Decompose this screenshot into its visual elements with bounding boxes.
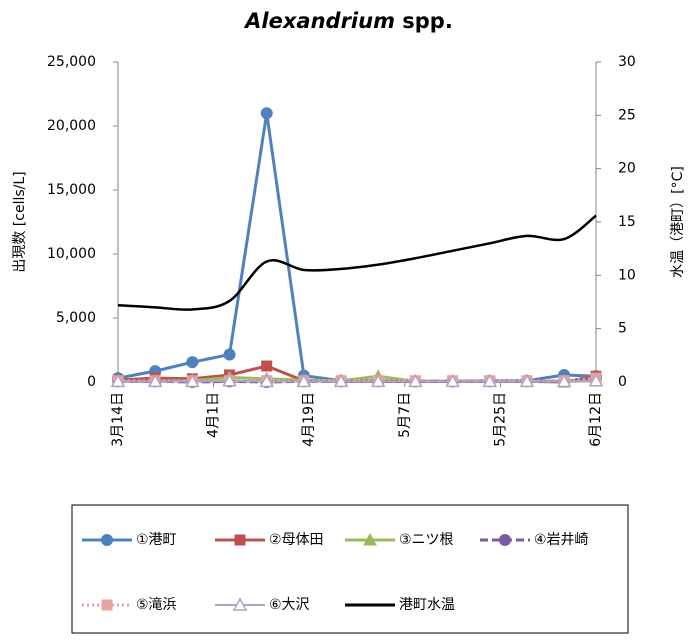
y2-tick-label: 25 xyxy=(618,107,636,123)
marker xyxy=(186,356,199,369)
title-normal: spp. xyxy=(402,9,453,33)
marker xyxy=(223,348,236,361)
y2-tick-label: 10 xyxy=(618,267,636,283)
y-tick-label: 5,000 xyxy=(56,310,96,326)
marker xyxy=(110,373,126,388)
marker xyxy=(261,360,273,372)
series-line xyxy=(117,214,597,311)
marker xyxy=(232,597,248,611)
legend-label: ②母体田 xyxy=(269,532,324,548)
series-line xyxy=(118,379,597,383)
marker xyxy=(101,534,113,546)
y-tick-label: 25,000 xyxy=(47,54,96,70)
y-tick-label: 15,000 xyxy=(47,182,96,198)
legend-label: ⑥大沢 xyxy=(269,597,310,613)
y-tick-label: 0 xyxy=(87,374,96,390)
y2-tick-label: 30 xyxy=(618,54,636,70)
marker xyxy=(147,373,163,388)
marker xyxy=(296,373,312,388)
title-italic: Alexandrium xyxy=(243,9,395,33)
marker xyxy=(222,373,237,387)
chart-title: Alexandrium spp. xyxy=(243,9,453,33)
x-tick-label: 5月25日 xyxy=(492,392,508,447)
x-tick-label: 4月1日 xyxy=(206,392,222,438)
legend-label: 港町水温 xyxy=(399,597,455,613)
y2-tick-label: 5 xyxy=(618,321,627,337)
marker xyxy=(260,107,273,120)
x-tick-label: 6月12日 xyxy=(588,392,604,447)
marker xyxy=(101,599,113,611)
y2-axis-label: 水温（港町）[°C] xyxy=(670,166,686,278)
legend-box xyxy=(71,504,629,634)
x-tick-label: 4月19日 xyxy=(301,392,317,447)
marker xyxy=(333,373,349,388)
marker xyxy=(259,373,274,388)
marker xyxy=(234,534,246,546)
marker xyxy=(445,373,460,388)
legend-label: ③ニツ根 xyxy=(399,532,454,548)
marker xyxy=(185,373,200,388)
marker xyxy=(499,534,511,546)
marker xyxy=(519,373,535,388)
legend-label: ④岩井崎 xyxy=(534,532,589,548)
y2-tick-label: 15 xyxy=(618,214,636,230)
x-tick-label: 3月14日 xyxy=(110,392,126,447)
y-axis-label: 出現数 [cells/L] xyxy=(12,171,28,272)
legend-label: ①港町 xyxy=(136,532,177,548)
y2-tick-label: 0 xyxy=(618,374,627,390)
marker xyxy=(556,373,572,388)
marker xyxy=(588,373,604,387)
marker xyxy=(482,373,498,388)
y-tick-label: 10,000 xyxy=(47,246,96,262)
y-tick-label: 20,000 xyxy=(47,118,96,134)
marker xyxy=(370,373,386,388)
series-line xyxy=(117,111,597,383)
legend-label: ⑤滝浜 xyxy=(136,597,177,613)
marker xyxy=(363,532,377,546)
y2-tick-label: 20 xyxy=(618,161,636,177)
x-tick-label: 5月7日 xyxy=(397,392,413,438)
marker xyxy=(408,373,423,388)
